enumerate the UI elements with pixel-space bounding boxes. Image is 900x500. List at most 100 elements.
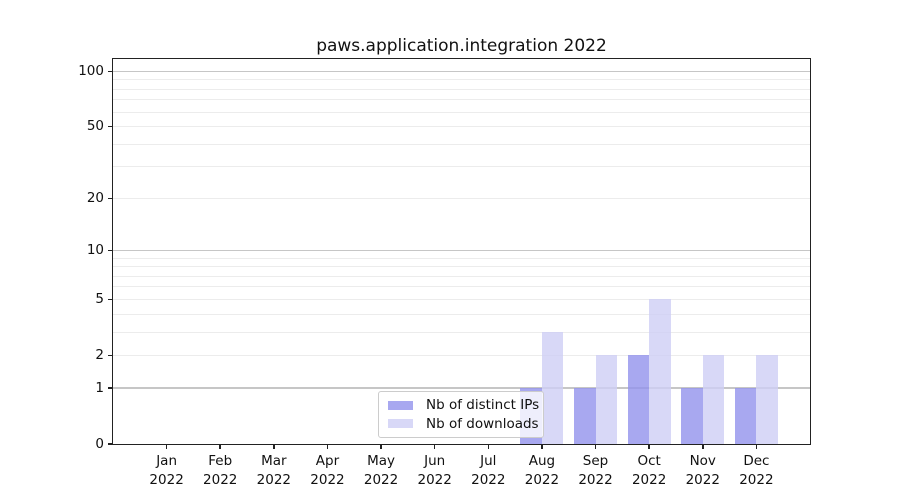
x-tick-label: May 2022 <box>341 452 421 490</box>
x-tick-year: 2022 <box>685 472 720 488</box>
x-tick-year: 2022 <box>256 472 292 488</box>
x-tick-year: 2022 <box>739 472 774 488</box>
legend-label-downloads: Nb of downloads <box>426 415 539 432</box>
x-tick-label: Nov 2022 <box>663 452 743 490</box>
y-tick-mark <box>108 197 113 200</box>
bar-nov-s0 <box>681 388 703 444</box>
minor-gridline <box>113 331 810 333</box>
y-tick-mark <box>108 298 113 301</box>
minor-gridline <box>113 79 810 81</box>
x-tick-month: Mar <box>261 453 287 469</box>
x-tick-label: Aug 2022 <box>502 452 582 490</box>
minor-gridline <box>113 257 810 259</box>
x-tick-label: Apr 2022 <box>287 452 367 490</box>
bar-sep-s1 <box>595 355 617 444</box>
bar-sep-s0 <box>574 388 596 444</box>
x-tick-mark <box>219 444 221 449</box>
x-tick-label: Oct 2022 <box>609 452 689 490</box>
bar-dec-s0 <box>734 388 757 444</box>
y-axis: 0 1 2 5 10 20 50 100 <box>0 59 104 451</box>
x-tick-month: Jul <box>480 453 497 469</box>
x-tick-mark <box>433 444 436 449</box>
y-tick-mark <box>108 70 113 73</box>
x-tick-mark <box>648 444 650 449</box>
y-tick-label: 10 <box>86 241 104 258</box>
y-tick-label: 2 <box>95 346 104 363</box>
legend-swatch-downloads <box>388 419 413 429</box>
x-tick-label: Feb 2022 <box>180 452 260 490</box>
y-tick-label: 5 <box>95 290 104 307</box>
y-tick-mark <box>108 443 113 445</box>
bar-oct-s0 <box>627 355 650 444</box>
x-tick-mark <box>702 444 704 449</box>
x-tick-label: Dec 2022 <box>716 452 796 490</box>
x-tick-year: 2022 <box>578 472 613 488</box>
y-tick-mark <box>108 125 113 128</box>
minor-gridline <box>113 126 810 128</box>
minor-gridline <box>113 266 810 268</box>
minor-gridline <box>113 88 810 90</box>
minor-gridline <box>113 143 810 145</box>
minor-gridline <box>113 111 810 113</box>
x-tick-mark <box>326 444 329 449</box>
y-tick-label: 1 <box>95 379 104 396</box>
x-tick-mark <box>380 444 382 449</box>
major-gridline <box>113 387 810 389</box>
x-tick-year: 2022 <box>310 472 345 488</box>
grid-layer <box>113 59 810 444</box>
y-tick-mark <box>108 354 113 357</box>
legend: Nb of distinct IPs Nb of downloads <box>378 391 544 438</box>
y-tick-mark <box>108 249 113 252</box>
x-tick-mark <box>165 444 168 449</box>
legend-swatch-distinct-ips <box>388 400 413 410</box>
minor-gridline <box>113 275 810 277</box>
y-tick-label: 20 <box>86 189 104 206</box>
bar-layer <box>113 59 810 444</box>
major-gridline <box>113 70 810 73</box>
x-tick-month: Oct <box>637 453 661 469</box>
bar-nov-s1 <box>702 355 725 444</box>
x-tick-year: 2022 <box>149 472 184 488</box>
legend-label-distinct-ips: Nb of distinct IPs <box>426 397 540 414</box>
minor-gridline <box>113 313 810 315</box>
y-tick-label: 0 <box>95 435 104 452</box>
x-tick-mark <box>487 444 490 449</box>
x-tick-month: Dec <box>743 453 770 469</box>
x-axis: Jan 2022 Feb 2022 Mar 2022 Apr 2022 May 2022 Jun 20… <box>113 452 810 497</box>
minor-gridline <box>113 354 810 356</box>
x-tick-month: May <box>367 453 396 469</box>
x-tick-mark <box>755 444 758 449</box>
x-tick-year: 2022 <box>363 472 399 488</box>
x-tick-label: Jun 2022 <box>395 452 475 490</box>
x-tick-label: Mar 2022 <box>234 452 314 490</box>
x-tick-month: Apr <box>315 453 340 469</box>
x-tick-month: Jun <box>424 453 446 469</box>
x-tick-label: Sep 2022 <box>556 452 636 490</box>
y-tick-label: 100 <box>78 63 104 80</box>
x-tick-mark <box>541 444 543 449</box>
x-tick-year: 2022 <box>203 472 238 488</box>
x-tick-month: Jan <box>156 453 178 469</box>
y-tick-label: 50 <box>86 118 104 135</box>
plot-area: Nb of distinct IPs Nb of downloads <box>112 58 811 445</box>
x-tick-mark <box>594 444 597 449</box>
x-tick-mark <box>273 444 275 449</box>
bar-dec-s1 <box>756 355 778 444</box>
minor-gridline <box>113 197 810 199</box>
x-tick-year: 2022 <box>631 472 667 488</box>
x-tick-label: Jan 2022 <box>127 452 207 490</box>
bar-oct-s1 <box>649 299 671 444</box>
legend-item-distinct-ips: Nb of distinct IPs <box>388 396 539 415</box>
x-tick-label: Jul 2022 <box>448 452 528 490</box>
x-tick-year: 2022 <box>417 472 452 488</box>
minor-gridline <box>113 286 810 288</box>
x-tick-year: 2022 <box>524 472 560 488</box>
minor-gridline <box>113 298 810 300</box>
minor-gridline <box>113 166 810 168</box>
x-tick-month: Nov <box>689 453 716 469</box>
x-tick-month: Sep <box>582 453 609 469</box>
y-tick-mark <box>108 387 113 389</box>
x-tick-year: 2022 <box>471 472 506 488</box>
major-gridline <box>113 249 810 252</box>
